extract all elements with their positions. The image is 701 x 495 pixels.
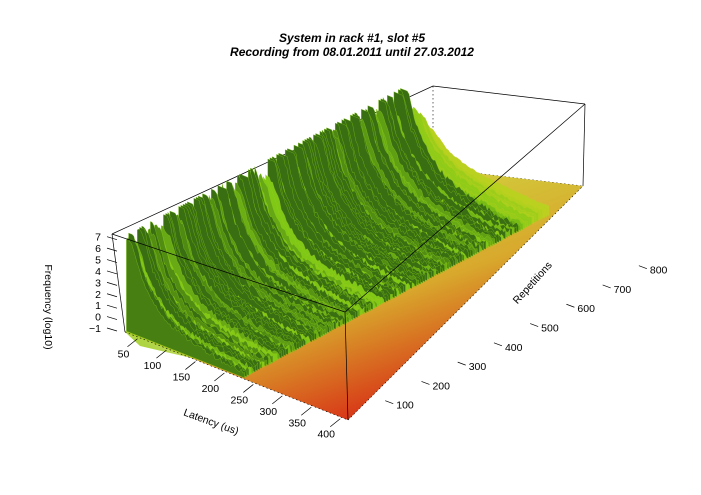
z-tick-mark bbox=[106, 236, 118, 241]
x-tick-mark bbox=[272, 395, 283, 405]
box-edge-front-vertical bbox=[344, 311, 349, 421]
z-tick-mark bbox=[106, 247, 118, 252]
x-tick-mark bbox=[185, 361, 196, 370]
chart-subtitle: Recording from 08.01.2011 until 27.03.20… bbox=[230, 45, 474, 59]
box-edge-right-back bbox=[582, 103, 586, 187]
y-tick-label: 100 bbox=[396, 400, 414, 412]
y-tick-label: 800 bbox=[650, 265, 668, 277]
y-tick-label: 600 bbox=[577, 303, 595, 315]
box-front-dotted-edges bbox=[124, 185, 584, 421]
z-tick-label: 6 bbox=[95, 243, 101, 255]
x-tick-mark bbox=[301, 407, 312, 416]
y-tick-label: 700 bbox=[614, 284, 632, 296]
y-tick-mark bbox=[530, 323, 539, 327]
box-edge-top-right bbox=[344, 103, 586, 313]
x-tick-label: 200 bbox=[202, 383, 220, 395]
z-tick-mark bbox=[106, 270, 118, 275]
x-tick-label: 100 bbox=[144, 360, 162, 372]
x-tick-mark bbox=[127, 338, 138, 347]
surface-peaks bbox=[126, 88, 550, 379]
surface-ridge bbox=[426, 130, 545, 219]
z-axis-label: Frequency (log10) bbox=[42, 264, 54, 349]
x-tick-mark bbox=[329, 418, 341, 427]
z-tick-label: 5 bbox=[95, 255, 101, 267]
z-tick-label: 3 bbox=[95, 277, 101, 289]
axes: 5010015020025030035040010020030040050060… bbox=[89, 232, 668, 441]
y-tick-mark bbox=[566, 303, 575, 308]
box-dotted-edge-right bbox=[347, 185, 584, 421]
y-tick-label: 400 bbox=[505, 342, 523, 354]
surface-ridge bbox=[126, 237, 245, 379]
z-tick-mark bbox=[106, 259, 118, 263]
y-tick-mark bbox=[457, 361, 466, 366]
y-tick-mark bbox=[385, 400, 394, 405]
x-axis-label: Latency (us) bbox=[182, 407, 240, 438]
x-tick-mark bbox=[243, 384, 254, 393]
x-tick-label: 150 bbox=[173, 372, 191, 384]
z-tick-mark bbox=[106, 293, 118, 298]
y-tick-label: 500 bbox=[541, 323, 559, 335]
y-tick-mark bbox=[638, 265, 648, 269]
z-tick-label: −1 bbox=[89, 323, 101, 335]
y-tick-label: 200 bbox=[432, 380, 450, 392]
surface-ridge bbox=[430, 130, 550, 217]
z-tick-mark bbox=[106, 327, 118, 332]
x-tick-label: 400 bbox=[317, 429, 335, 441]
chart-title: System in rack #1, slot #5 bbox=[279, 31, 425, 45]
z-tick-mark bbox=[106, 282, 118, 286]
y-tick-mark bbox=[421, 381, 430, 385]
x-tick-label: 350 bbox=[288, 417, 306, 429]
z-tick-label: 2 bbox=[95, 289, 101, 301]
x-tick-mark bbox=[156, 349, 167, 359]
z-tick-mark bbox=[106, 316, 118, 320]
y-tick-mark bbox=[602, 284, 611, 289]
box-edge-top-front bbox=[111, 233, 346, 313]
y-axis-label: Repetitions bbox=[511, 259, 555, 306]
x-tick-mark bbox=[214, 372, 225, 382]
y-tick-mark bbox=[493, 342, 503, 347]
x-tick-label: 250 bbox=[231, 394, 249, 406]
z-tick-label: 0 bbox=[95, 312, 101, 324]
z-tick-label: 1 bbox=[95, 300, 101, 312]
z-tick-mark bbox=[106, 304, 118, 309]
box-edge-left bbox=[111, 233, 126, 333]
x-tick-label: 300 bbox=[260, 406, 278, 418]
z-tick-label: 4 bbox=[95, 266, 101, 278]
x-tick-label: 50 bbox=[118, 349, 130, 361]
z-tick-label: 7 bbox=[95, 232, 101, 244]
y-tick-label: 300 bbox=[469, 361, 487, 373]
